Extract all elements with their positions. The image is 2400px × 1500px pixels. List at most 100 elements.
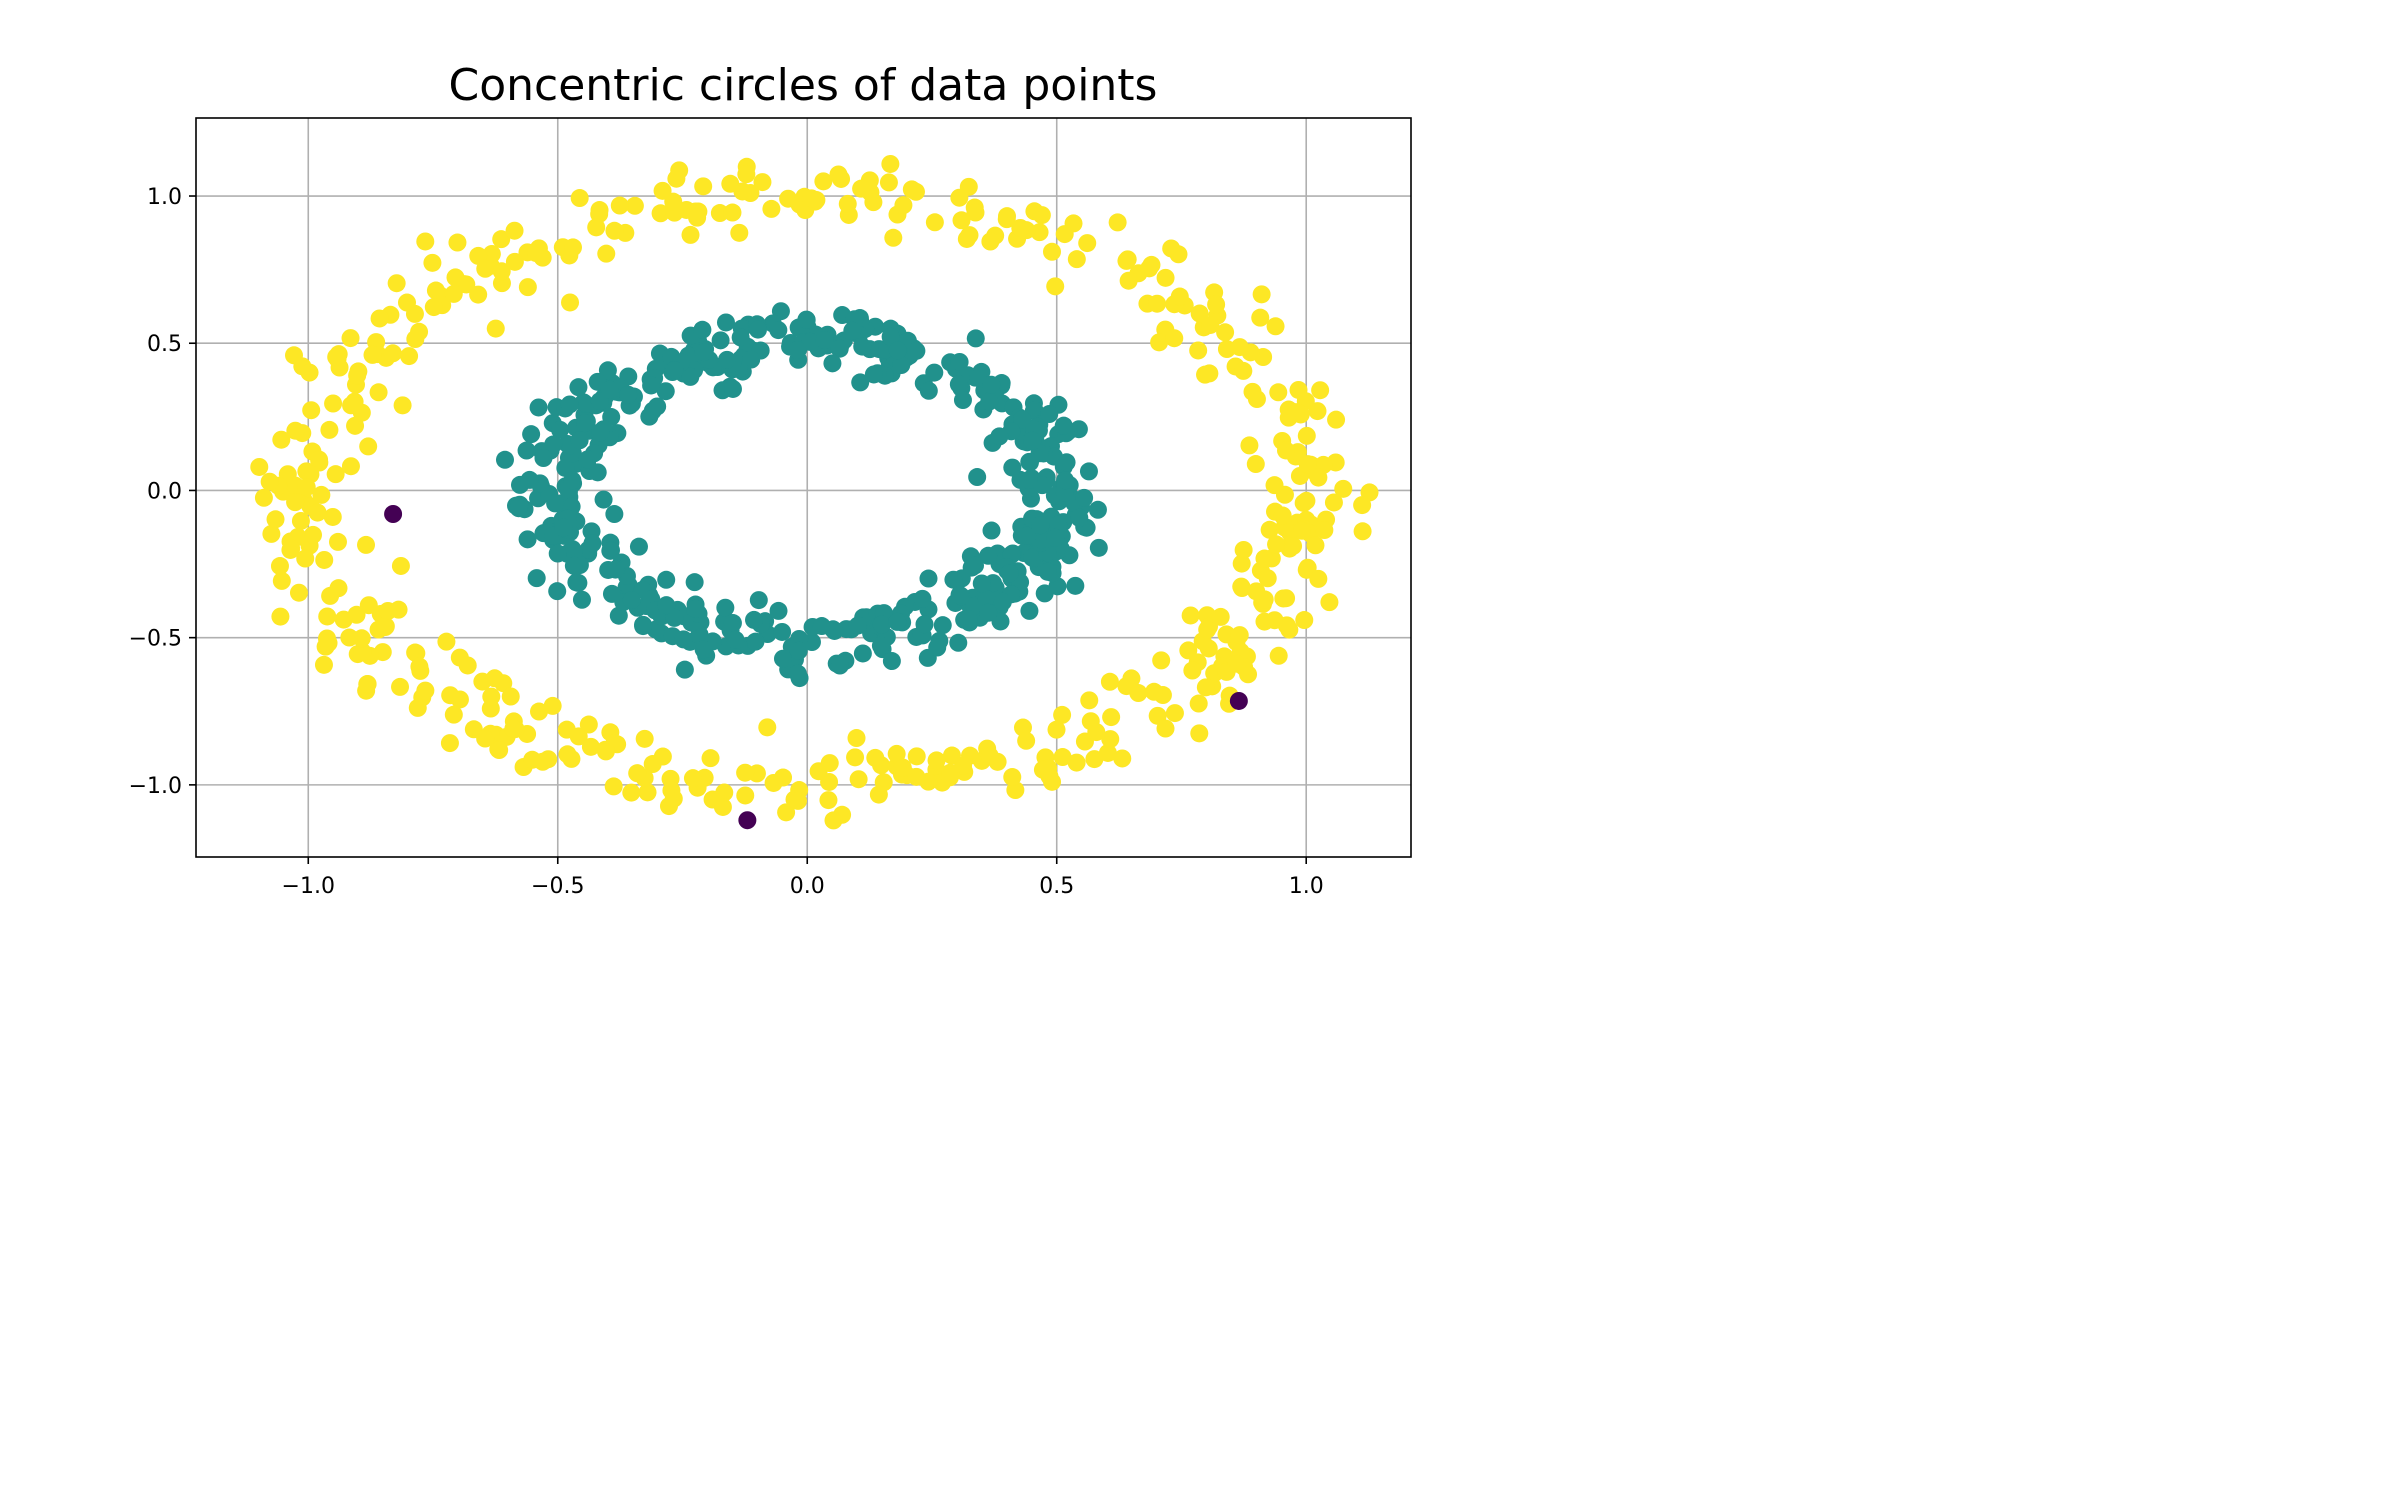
data-point — [569, 378, 588, 397]
data-point — [1119, 271, 1138, 290]
data-point — [437, 632, 456, 651]
data-point — [972, 574, 991, 593]
data-point — [1269, 383, 1288, 402]
data-point — [554, 518, 573, 537]
data-point — [1190, 304, 1209, 323]
y-axis: −1.0 −0.5 0.0 0.5 1.0 — [129, 185, 196, 799]
data-point — [769, 321, 788, 340]
data-point — [610, 196, 629, 215]
data-point — [1246, 455, 1265, 474]
data-point — [1196, 678, 1215, 697]
data-point — [328, 532, 347, 551]
data-point — [314, 655, 333, 674]
data-point — [928, 638, 947, 657]
data-point — [308, 503, 327, 522]
data-point — [530, 702, 549, 721]
data-point — [820, 772, 839, 791]
data-point — [968, 468, 987, 487]
data-point — [282, 539, 301, 558]
y-tick-label: 0.0 — [147, 479, 182, 504]
data-point — [1042, 242, 1061, 261]
data-point — [1200, 364, 1219, 383]
data-point — [266, 510, 285, 529]
data-point — [802, 189, 821, 208]
data-point — [1156, 268, 1175, 287]
data-point — [260, 472, 279, 491]
data-point — [319, 634, 338, 653]
data-point — [378, 601, 397, 620]
data-point — [1189, 341, 1208, 360]
data-point — [482, 244, 501, 263]
data-point — [657, 596, 676, 615]
data-point — [576, 414, 595, 433]
data-point — [416, 681, 435, 700]
data-point — [490, 741, 509, 760]
data-point — [1011, 218, 1030, 237]
data-point — [563, 471, 582, 490]
data-point — [849, 770, 868, 789]
data-point — [919, 569, 938, 588]
data-point — [458, 656, 477, 675]
data-point — [370, 309, 389, 328]
data-point — [1190, 724, 1209, 743]
data-point — [581, 737, 600, 756]
data-point — [979, 546, 998, 565]
data-point — [723, 203, 742, 222]
data-points — [250, 154, 1379, 830]
data-point — [819, 791, 838, 810]
y-tick-label: −1.0 — [129, 774, 182, 799]
data-point — [522, 425, 541, 444]
data-point — [933, 616, 952, 635]
data-point — [291, 511, 310, 530]
data-point — [527, 244, 546, 263]
data-point — [619, 385, 638, 404]
data-point — [1273, 506, 1292, 525]
data-point — [1277, 441, 1296, 460]
data-point — [968, 368, 987, 387]
data-point — [960, 226, 979, 245]
data-point — [1017, 731, 1036, 750]
data-point — [578, 450, 597, 469]
data-point — [271, 607, 290, 626]
data-point — [387, 274, 406, 293]
data-point — [853, 337, 872, 356]
data-point — [681, 225, 700, 244]
data-point — [446, 268, 465, 287]
data-point — [1295, 611, 1314, 630]
data-point — [980, 392, 999, 411]
data-point — [628, 764, 647, 783]
data-point — [1152, 651, 1171, 670]
data-point — [1170, 287, 1189, 306]
data-point — [915, 615, 934, 634]
y-tick-label: −0.5 — [129, 627, 182, 652]
data-point — [572, 590, 591, 609]
data-point — [1046, 277, 1065, 296]
data-point — [400, 347, 419, 366]
data-point — [688, 208, 707, 227]
data-point — [907, 341, 926, 360]
data-point — [990, 427, 1009, 446]
data-point — [254, 488, 273, 507]
data-point — [694, 640, 713, 659]
data-point — [1266, 317, 1285, 336]
outlier-point — [384, 504, 403, 523]
data-point — [391, 677, 410, 696]
data-point — [485, 669, 504, 688]
plot-frame — [195, 117, 1412, 858]
data-point — [1230, 626, 1249, 645]
data-point — [1019, 471, 1038, 490]
data-point — [748, 320, 767, 339]
data-point — [864, 193, 883, 212]
data-point — [749, 591, 768, 610]
data-point — [352, 629, 371, 648]
data-point — [596, 740, 615, 759]
data-point — [710, 204, 729, 223]
data-point — [1038, 562, 1057, 581]
outlier-point — [738, 811, 757, 830]
data-point — [866, 748, 885, 767]
data-point — [1230, 338, 1249, 357]
data-point — [310, 450, 329, 469]
data-point — [1117, 251, 1136, 270]
data-point — [529, 398, 548, 417]
data-point — [1102, 708, 1121, 727]
